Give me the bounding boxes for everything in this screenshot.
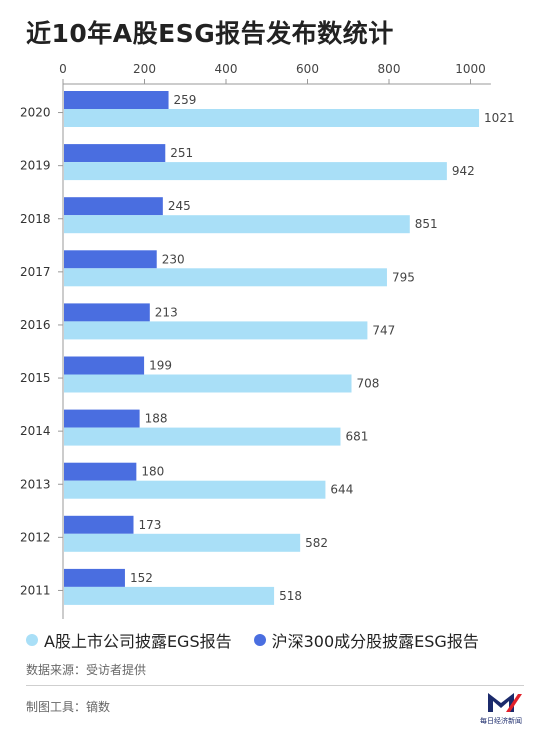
data-label: 851 <box>415 217 438 231</box>
legend-label-light: A股上市公司披露EGS报告 <box>44 632 232 651</box>
legend-swatch-light-icon <box>26 634 38 646</box>
logo-m-icon <box>488 693 522 712</box>
bar <box>64 268 387 287</box>
y-tick-label: 2013 <box>20 477 51 491</box>
bar <box>64 480 326 499</box>
bar <box>64 109 480 127</box>
bar <box>64 568 125 587</box>
data-label: 1021 <box>484 111 515 125</box>
x-tick-label: 400 <box>215 62 238 76</box>
bar <box>64 321 368 340</box>
bar <box>64 427 341 446</box>
bar <box>64 215 410 234</box>
data-label: 173 <box>138 518 161 532</box>
bar <box>64 409 140 428</box>
bar <box>64 533 301 552</box>
legend-label-dark: 沪深300成分股披露ESG报告 <box>271 632 479 651</box>
y-tick-label: 2016 <box>20 318 51 332</box>
legend-item-light: A股上市公司披露EGS报告 <box>26 628 232 652</box>
bar <box>64 356 145 375</box>
bar-chart: 0 200 400 600 800 1000 2020 259 1021 2019 251 942 20… <box>20 62 515 619</box>
bar <box>64 303 150 322</box>
bar <box>64 462 137 481</box>
data-label: 747 <box>372 323 395 337</box>
data-label: 644 <box>330 483 353 497</box>
x-tick-label: 800 <box>378 62 401 76</box>
bar <box>64 162 447 181</box>
y-tick-label: 2020 <box>20 106 51 120</box>
x-tick-label: 0 <box>59 62 67 76</box>
bar <box>64 91 169 109</box>
logo-text: 每日经济新闻 <box>480 717 522 725</box>
data-label: 582 <box>305 536 328 550</box>
y-tick-label: 2018 <box>20 212 51 226</box>
y-tick-label: 2014 <box>20 424 51 438</box>
legend-item-dark: 沪深300成分股披露ESG报告 <box>253 628 479 652</box>
data-label: 681 <box>346 430 369 444</box>
bar <box>64 250 157 269</box>
x-tick-label: 600 <box>296 62 319 76</box>
bar <box>64 586 275 605</box>
legend-swatch-dark-icon <box>253 634 266 646</box>
data-label: 199 <box>149 359 172 373</box>
chart-title: 近10年A股ESG报告发布数统计 <box>26 19 394 48</box>
x-tick-label: 1000 <box>455 62 486 76</box>
data-label: 708 <box>357 377 380 391</box>
data-label: 180 <box>141 465 164 479</box>
data-label: 518 <box>279 589 302 603</box>
y-tick-label: 2015 <box>20 371 51 385</box>
divider <box>26 685 524 686</box>
data-label: 245 <box>168 199 191 213</box>
bar <box>64 515 134 534</box>
data-label: 251 <box>170 146 193 160</box>
data-label: 259 <box>174 93 197 107</box>
y-tick-label: 2017 <box>20 265 51 279</box>
brand-logo: 每日经济新闻 <box>472 688 530 728</box>
y-tick-label: 2019 <box>20 159 51 173</box>
data-label: 230 <box>162 252 185 266</box>
y-tick-label: 2012 <box>20 530 51 544</box>
bar <box>64 197 163 216</box>
data-label: 942 <box>452 164 475 178</box>
bar <box>64 144 166 163</box>
data-label: 188 <box>145 412 168 426</box>
data-source: 数据来源：受访者提供 <box>26 663 147 677</box>
data-label: 152 <box>130 571 153 585</box>
data-label: 213 <box>155 305 178 319</box>
bar <box>64 374 352 393</box>
x-tick-label: 200 <box>133 62 156 76</box>
data-label: 795 <box>392 270 415 284</box>
chart-tool: 制图工具：镝数 <box>26 700 111 714</box>
y-tick-label: 2011 <box>20 583 51 597</box>
legend: A股上市公司披露EGS报告 沪深300成分股披露ESG报告 <box>26 628 501 652</box>
